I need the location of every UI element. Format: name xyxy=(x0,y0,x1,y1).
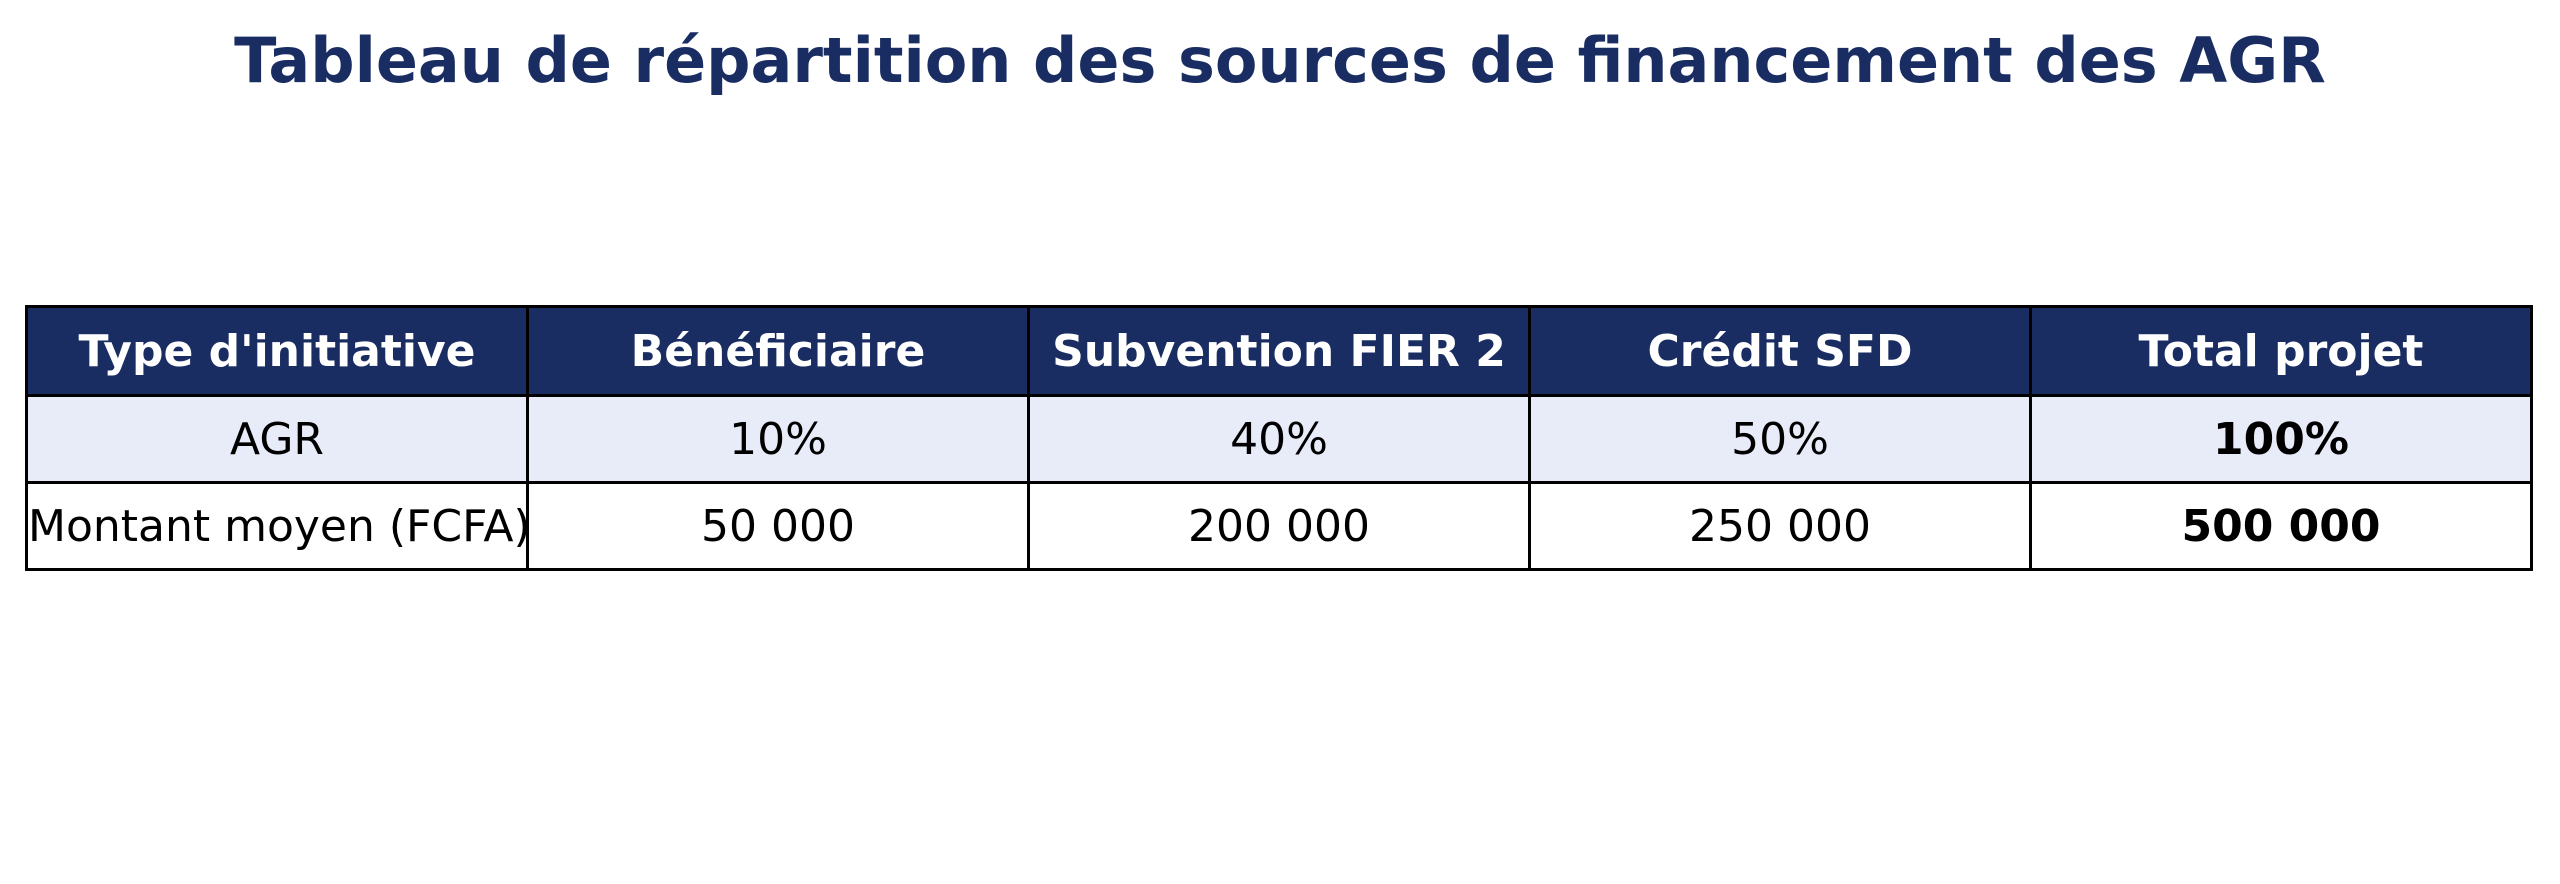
table-cell: 50 000 xyxy=(526,481,1030,571)
table-cell: 40% xyxy=(1027,394,1531,484)
row-label-cell: AGR xyxy=(25,394,529,484)
financing-sources-table: Type d'initiative Bénéficiaire Subventio… xyxy=(25,305,2533,571)
table-cell: 250 000 xyxy=(1528,481,2032,571)
table-header: Type d'initiative Bénéficiaire Subventio… xyxy=(25,305,2533,397)
table-row-agr-percentages: AGR 10% 40% 50% 100% xyxy=(25,394,2533,484)
table-cell-total: 100% xyxy=(2029,394,2533,484)
header-row: Type d'initiative Bénéficiaire Subventio… xyxy=(25,305,2533,397)
table-cell-total: 500 000 xyxy=(2029,481,2533,571)
table-cell: 200 000 xyxy=(1027,481,1531,571)
row-label-cell: Montant moyen (FCFA) xyxy=(25,481,531,571)
header-cell-total-projet: Total projet xyxy=(2029,305,2533,397)
page-title: Tableau de répartition des sources de fi… xyxy=(234,24,2326,97)
table-cell: 10% xyxy=(526,394,1030,484)
header-cell-type-initiative: Type d'initiative xyxy=(25,305,529,397)
header-cell-subvention-fier2: Subvention FIER 2 xyxy=(1027,305,1531,397)
table-body: AGR 10% 40% 50% 100% Montant moyen (FCFA… xyxy=(25,394,2533,571)
table-row-montant-moyen: Montant moyen (FCFA) 50 000 200 000 250 … xyxy=(25,481,2533,571)
header-cell-credit-sfd: Crédit SFD xyxy=(1528,305,2032,397)
header-cell-beneficiaire: Bénéficiaire xyxy=(526,305,1030,397)
table-cell: 50% xyxy=(1528,394,2032,484)
